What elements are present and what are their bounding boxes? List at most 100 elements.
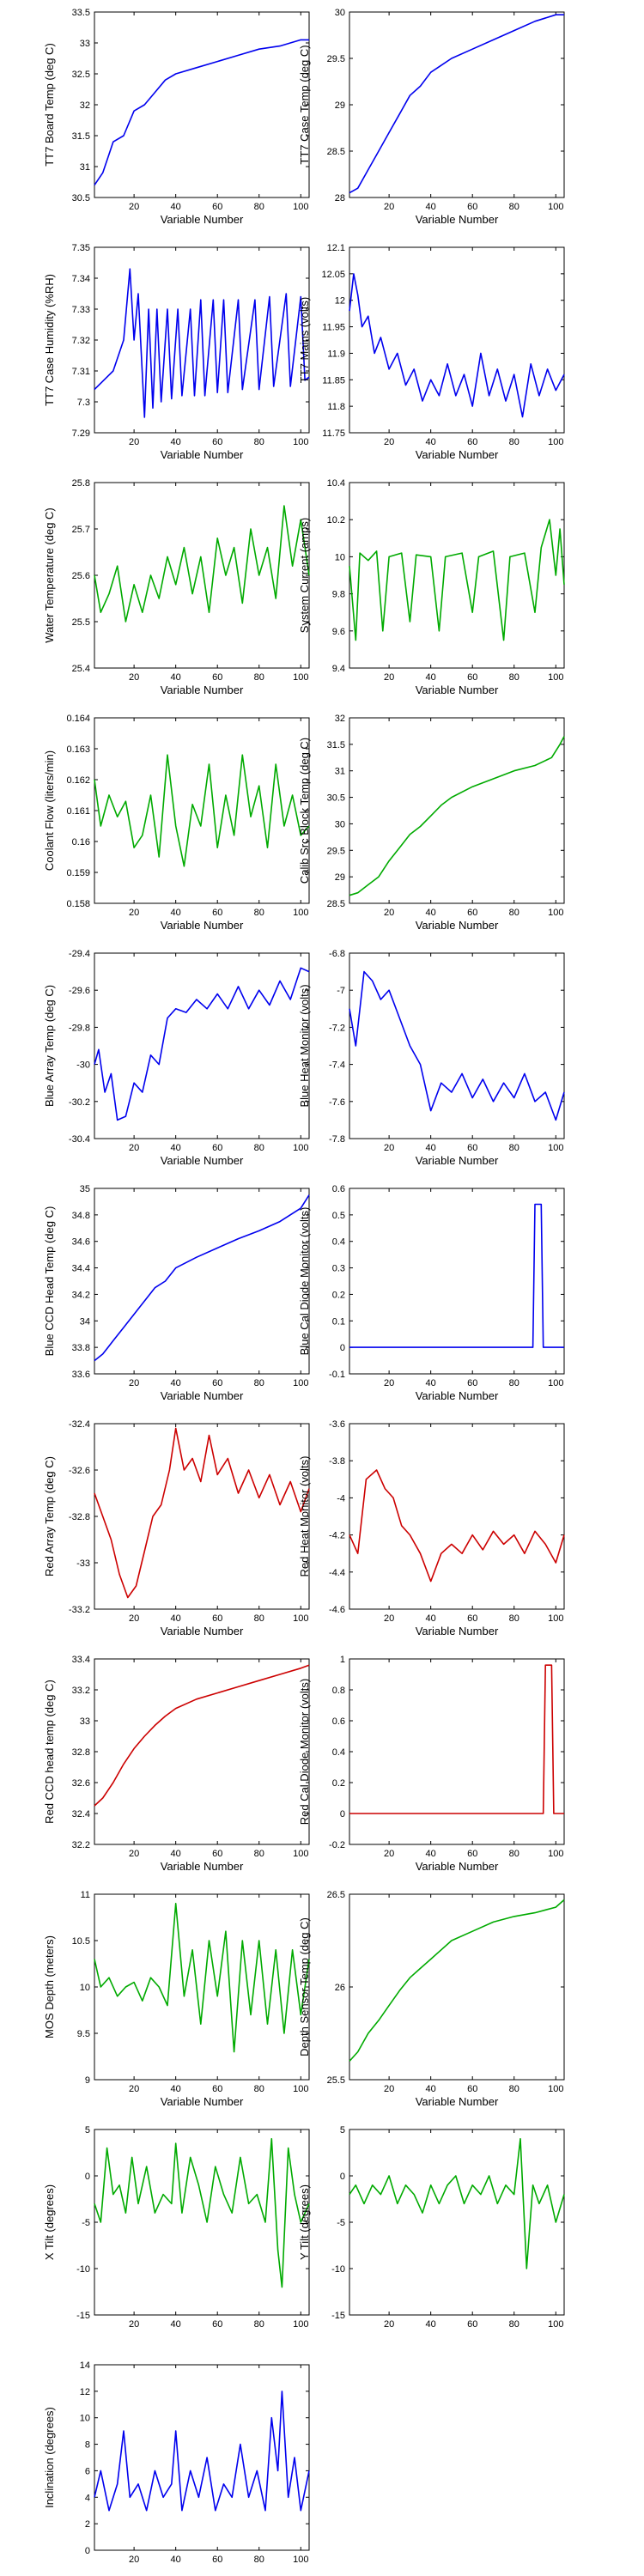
x-tick-label: 20	[384, 1613, 394, 1624]
x-tick-label: 100	[293, 1143, 308, 1153]
series-line	[349, 1203, 564, 1348]
x-axis-label: Variable Number	[161, 683, 244, 696]
y-tick-label: 34	[80, 1316, 90, 1327]
x-tick-label: 80	[509, 202, 519, 212]
y-tick-label: 1	[340, 1655, 345, 1665]
y-tick-label: 10	[80, 2414, 90, 2424]
plot-area	[94, 1893, 310, 2081]
y-tick-label: 11.95	[322, 323, 345, 333]
y-tick-label: 33.5	[72, 8, 90, 18]
y-tick-label: 28.5	[327, 147, 345, 157]
x-axis-label: Variable Number	[161, 1625, 244, 1637]
y-tick-label: -5	[82, 2218, 90, 2228]
x-tick-label: 100	[548, 672, 563, 683]
y-axis-label: Y Tilt (degrees)	[298, 2184, 311, 2260]
y-tick-label: 8	[85, 2440, 90, 2451]
y-axis-label: TT7 Case Humidity (%RH)	[43, 274, 56, 406]
y-tick-label: -29.6	[69, 986, 90, 996]
x-axis-label: Variable Number	[161, 1154, 244, 1167]
x-tick-label: 60	[212, 672, 222, 683]
series-line	[349, 273, 565, 418]
y-tick-label: 30.5	[72, 193, 90, 204]
x-tick-label: 60	[212, 2555, 222, 2565]
y-tick-label: 32.6	[72, 1778, 90, 1789]
x-tick-label: 40	[171, 1378, 181, 1388]
y-tick-label: 0.1	[332, 1316, 345, 1327]
y-tick-label: 31.5	[327, 740, 345, 750]
y-tick-label: 25.4	[72, 664, 90, 674]
x-axis-label: Variable Number	[161, 213, 244, 226]
x-tick-label: 20	[384, 1143, 394, 1153]
chart-panel-18: 25.5 26 26.5 20 40 60 80 100 Variable Number Dept…	[298, 1890, 565, 2108]
x-axis-label: Variable Number	[161, 2095, 244, 2108]
series-line	[349, 1899, 565, 2062]
y-tick-label: 0	[340, 1343, 345, 1353]
x-tick-label: 40	[426, 908, 436, 918]
series-line	[349, 2138, 565, 2269]
y-tick-label: 10.2	[327, 515, 345, 526]
y-tick-label: 7.3	[77, 398, 90, 408]
x-tick-label: 40	[426, 2319, 436, 2330]
chart-panel-14: -4.6 -4.4 -4.2 -4 -3.8 -3.6 20 40 60 80 100 Variabl…	[298, 1419, 565, 1637]
plot-area	[349, 246, 565, 434]
x-tick-label: 20	[129, 1378, 139, 1388]
chart-panel-17: 9 9.5 10 10.5 11 20 40 60 80 100 Variable Number MO…	[43, 1890, 310, 2108]
y-tick-label: 0.161	[66, 806, 90, 817]
x-tick-label: 100	[293, 1849, 308, 1859]
chart-panel-20: -15 -10 -5 0 5 20 40 60 80 100 Y Tilt (degrees)	[298, 2125, 565, 2330]
x-tick-label: 40	[171, 1613, 181, 1624]
plot-area	[349, 952, 565, 1139]
y-tick-label: 0	[85, 2172, 90, 2182]
y-tick-label: 25.6	[72, 571, 90, 581]
y-tick-label: 32	[335, 714, 345, 724]
chart-panel-13: -33.2 -33 -32.8 -32.6 -32.4 20 40 60 80 100 Variab…	[43, 1419, 310, 1637]
x-tick-label: 60	[212, 1378, 222, 1388]
x-axis-label: Variable Number	[161, 448, 244, 461]
y-tick-label: 0	[340, 2172, 345, 2182]
x-tick-label: 80	[509, 2319, 519, 2330]
x-tick-label: 80	[509, 672, 519, 683]
x-tick-label: 80	[254, 1849, 264, 1859]
x-tick-label: 40	[426, 437, 436, 447]
y-axis-label: TT7 Mains (volts)	[298, 297, 311, 383]
plot-area	[349, 2129, 565, 2316]
y-tick-label: -4	[337, 1493, 345, 1504]
chart-panel-5: 25.4 25.5 25.6 25.7 25.8 20 40 60 80 100 Variable …	[43, 478, 310, 696]
y-tick-label: 9.6	[332, 627, 345, 637]
y-tick-label: 5	[85, 2125, 90, 2136]
x-tick-label: 40	[426, 1143, 436, 1153]
y-tick-label: -32.6	[69, 1466, 90, 1476]
series-line	[94, 967, 310, 1121]
y-tick-label: -0.2	[329, 1840, 345, 1850]
x-axis-label: Variable Number	[416, 683, 499, 696]
chart-panel-10: -7.8 -7.6 -7.4 -7.2 -7 -6.8 20 40 60 80 100 Variabl…	[298, 949, 565, 1167]
plot-area	[349, 11, 565, 198]
x-tick-label: 100	[548, 2084, 563, 2094]
x-tick-label: 20	[129, 672, 139, 683]
x-axis-label: Variable Number	[416, 1389, 499, 1402]
plot-area	[94, 1188, 310, 1375]
x-tick-label: 40	[171, 2555, 181, 2565]
y-axis-label: Red Array Temp (deg C)	[43, 1456, 56, 1577]
x-tick-label: 100	[548, 1849, 563, 1859]
x-tick-label: 60	[212, 1849, 222, 1859]
y-tick-label: 31.5	[72, 131, 90, 142]
x-tick-label: 80	[509, 1378, 519, 1388]
plot-area	[349, 482, 565, 669]
x-tick-label: 40	[171, 1849, 181, 1859]
y-tick-label: 11.9	[327, 349, 345, 359]
x-axis-label: Variable Number	[416, 919, 499, 932]
x-tick-label: 60	[212, 1143, 222, 1153]
y-axis-label: MOS Depth (meters)	[43, 1935, 56, 2038]
x-tick-label: 40	[171, 2319, 181, 2330]
series-line	[94, 1427, 310, 1599]
y-tick-label: -30.2	[69, 1097, 90, 1108]
y-tick-label: 12.05	[321, 270, 345, 280]
x-axis-label: Variable Number	[416, 2095, 499, 2108]
x-tick-label: 60	[467, 1378, 477, 1388]
x-tick-label: 60	[467, 1613, 477, 1624]
x-tick-label: 60	[467, 908, 477, 918]
y-tick-label: -32.8	[69, 1512, 90, 1522]
y-tick-label: 0.3	[332, 1264, 345, 1274]
y-tick-label: -30	[76, 1060, 90, 1071]
